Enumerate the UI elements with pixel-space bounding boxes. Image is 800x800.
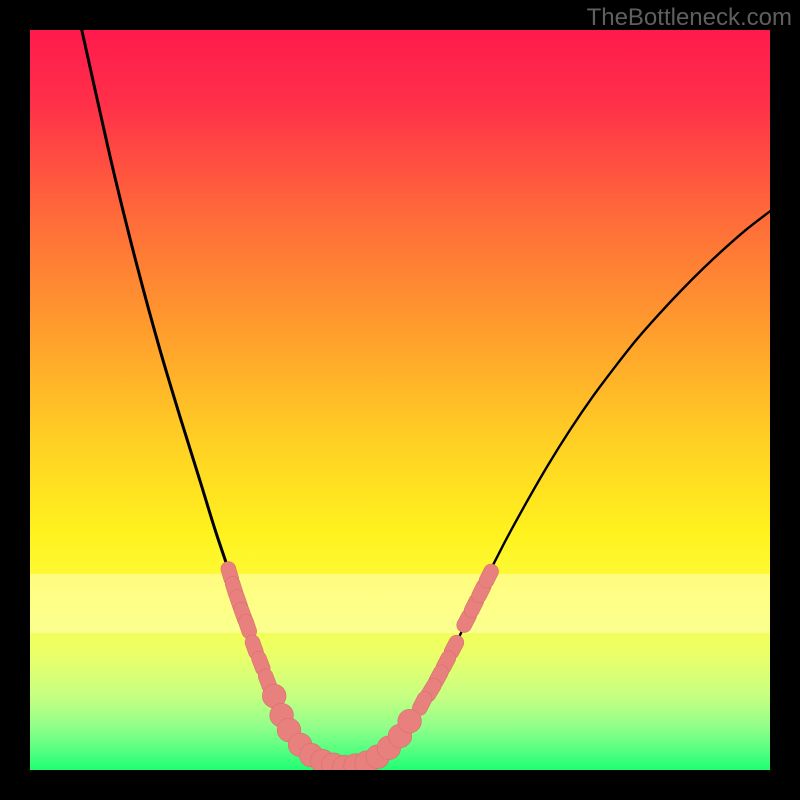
watermark-text: TheBottleneck.com [587, 4, 792, 32]
plot-area [30, 30, 770, 770]
marker-dot [398, 709, 422, 733]
bottleneck-chart [30, 30, 770, 770]
gradient-background [30, 30, 770, 770]
chart-frame: TheBottleneck.com [0, 0, 800, 800]
highlight-band [30, 574, 770, 633]
